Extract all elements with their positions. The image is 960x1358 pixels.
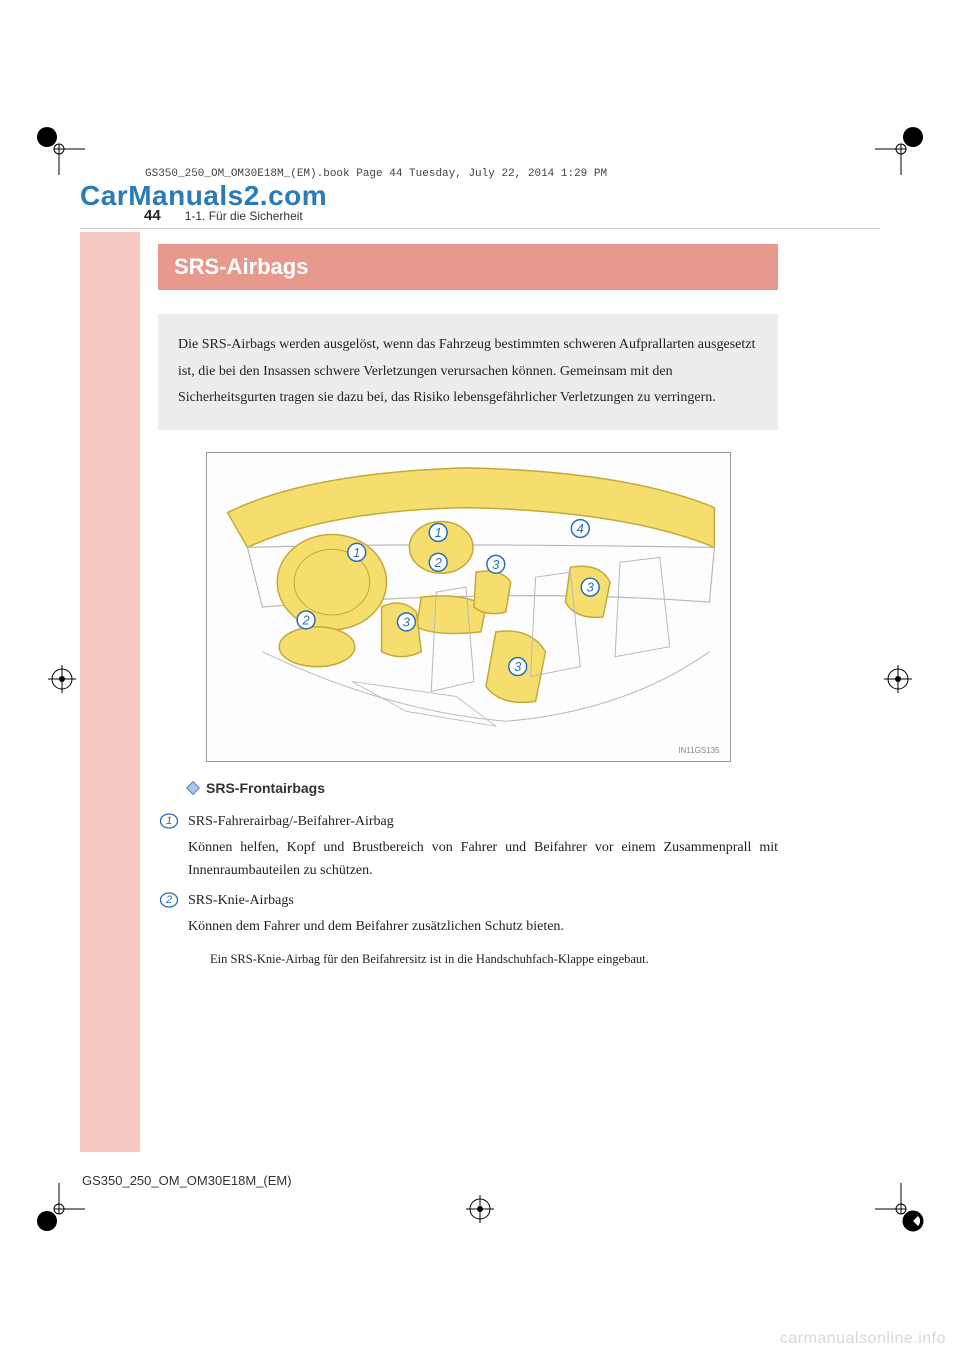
chapter-color-bar (80, 232, 140, 1152)
crop-mark-top-left (35, 125, 85, 175)
footer-document-code: GS350_250_OM_OM30E18M_(EM) (82, 1173, 292, 1188)
airbag-diagram: 1 1 2 2 3 3 3 3 4 IN11GS135 (206, 452, 731, 762)
crop-mark-bottom-right (875, 1183, 925, 1233)
diagram-reference-code: IN11GS135 (678, 746, 719, 755)
subsection-heading: SRS-Frontairbags (188, 780, 778, 796)
diamond-icon (186, 781, 200, 795)
svg-text:3: 3 (492, 557, 500, 572)
intro-paragraph: Die SRS-Airbags werden ausgelöst, wenn d… (158, 314, 778, 430)
knee-airbag-left (279, 627, 355, 667)
svg-text:1: 1 (434, 525, 441, 540)
page-number: 44 (144, 207, 161, 224)
list-item: 1 SRS-Fahrerairbag/-Beifahrer-Airbag Kön… (158, 810, 778, 883)
item-title: SRS-Knie-Airbags (188, 889, 778, 913)
list-marker-1-icon: 1 (160, 812, 178, 830)
section-title: SRS-Airbags (158, 244, 778, 290)
registration-mark-right (884, 665, 912, 693)
list-item: 2 SRS-Knie-Airbags Können dem Fahrer und… (158, 889, 778, 969)
svg-text:3: 3 (586, 579, 594, 594)
crop-mark-bottom-left (35, 1183, 85, 1233)
svg-text:3: 3 (514, 659, 522, 674)
seat-side-airbag-2 (473, 571, 510, 614)
svg-text:3: 3 (402, 614, 410, 629)
print-header-line: GS350_250_OM_OM30E18M_(EM).book Page 44 … (145, 168, 607, 180)
item-description: Können helfen, Kopf und Brustbereich von… (188, 836, 778, 884)
svg-text:2: 2 (433, 555, 441, 570)
watermark-bottom: carmanualsonline.info (780, 1330, 946, 1348)
page-header: 44 1-1. Für die Sicherheit (80, 207, 880, 229)
svg-text:2: 2 (301, 612, 309, 627)
section-label: 1-1. Für die Sicherheit (185, 209, 303, 223)
svg-text:1: 1 (166, 815, 172, 827)
list-marker-2-icon: 2 (160, 891, 178, 909)
registration-mark-bottom (466, 1195, 494, 1223)
svg-text:2: 2 (165, 894, 172, 906)
svg-text:4: 4 (576, 521, 583, 536)
item-note: Ein SRS-Knie-Airbag für den Beifahrersit… (188, 949, 778, 969)
subsection-heading-text: SRS-Frontairbags (206, 780, 325, 796)
item-title: SRS-Fahrerairbag/-Beifahrer-Airbag (188, 810, 778, 834)
crop-mark-top-right (875, 125, 925, 175)
item-description: Können dem Fahrer und dem Beifahrer zusä… (188, 915, 778, 939)
curtain-airbag (227, 468, 714, 547)
svg-text:1: 1 (353, 545, 360, 560)
registration-mark-left (48, 665, 76, 693)
